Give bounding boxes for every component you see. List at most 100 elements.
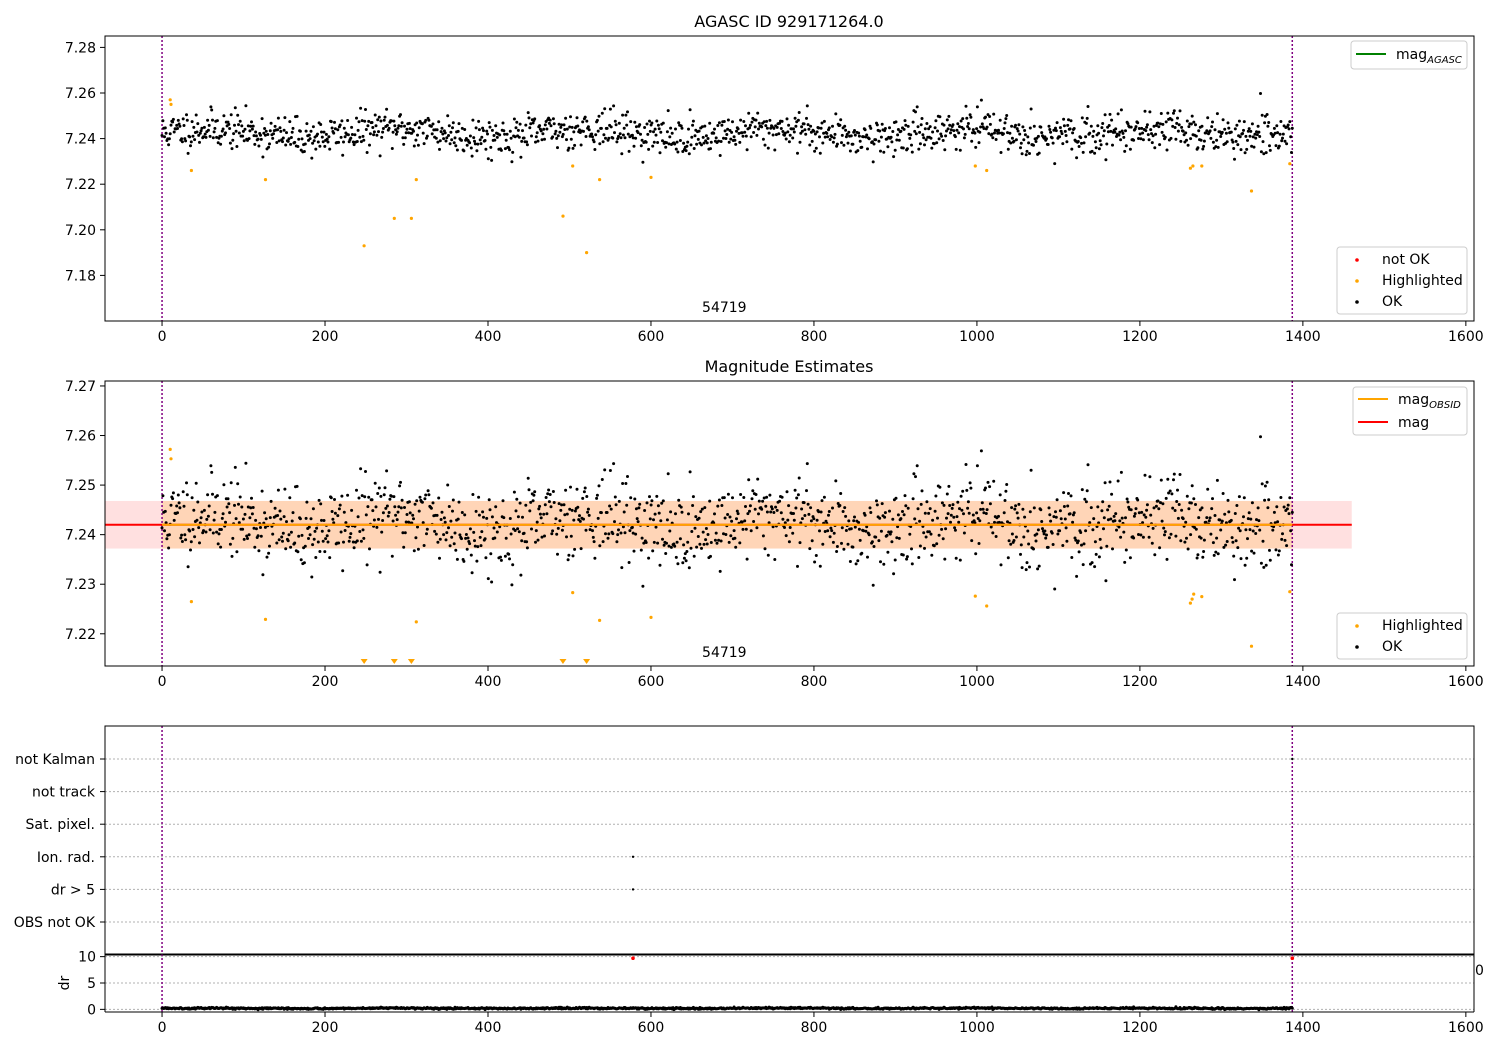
ok-point [1020,566,1024,570]
ok-point [573,143,577,147]
ok-point [775,125,779,129]
ok-point [638,502,642,506]
ok-point [451,509,454,513]
ok-point [1113,519,1117,523]
ok-point [1027,141,1031,145]
ok-point [908,532,912,536]
ok-point [279,517,283,521]
ok-point [431,122,435,126]
ok-point [307,525,311,529]
ok-point [641,584,645,588]
ok-point [1223,127,1227,131]
ok-point [486,577,490,581]
ok-point [1210,507,1214,511]
mag-agasc-legend-subscript: AGASC [1426,55,1462,66]
ok-legend-marker-2 [1355,645,1359,649]
ok-point [342,540,345,544]
ok-point [919,502,923,506]
ok-point [326,540,330,544]
ok-point [464,536,468,540]
highlighted-point [189,600,193,604]
ok-point [841,510,845,513]
ok-point [502,516,506,520]
ok-point [286,139,290,143]
ok-point [533,490,537,494]
ok-point [791,531,795,535]
ok-point [1093,140,1097,144]
ok-point [455,557,459,561]
ok-point [576,505,580,509]
ok-point [169,503,173,507]
x-tick-label: 200 [312,674,339,690]
ok-point [207,504,211,508]
ok-point [1062,491,1066,495]
ok-point [219,134,223,138]
ok-point [404,520,408,524]
ok-point [268,129,272,133]
ok-point [578,514,581,518]
ok-point [473,142,477,146]
ok-point [882,150,886,154]
ok-point [1036,567,1040,571]
ok-point [629,496,633,500]
ok-point [999,151,1003,154]
x-tick-label: 400 [475,1020,502,1036]
ok-point [233,106,237,110]
ok-point [943,148,947,152]
ok-point [797,476,801,480]
ok-point [359,106,363,110]
ok-point [627,561,631,564]
ok-point [874,138,878,142]
ok-point [181,490,185,494]
ok-point [867,137,871,141]
ok-point [416,143,420,147]
ok-point [1107,124,1111,127]
ok-point [588,528,592,532]
ok-point [904,504,908,508]
ok-point [403,136,407,140]
ok-point [872,142,876,146]
ok-point [586,510,590,514]
ok-point [921,133,925,137]
ok-point [879,529,883,533]
agasc-line-legend-frame [1350,40,1468,70]
ok-point [548,493,552,496]
ok-point [1243,151,1247,155]
ok-point [1273,521,1277,525]
ok-point [385,504,389,508]
ok-point [738,541,742,545]
ok-point [1124,144,1128,148]
ok-point [591,135,594,139]
ok-point [935,141,939,145]
ok-point [1177,503,1181,506]
ok-point [229,481,233,485]
ok-point [772,126,776,130]
ok-point [237,502,240,506]
ok-point [761,534,765,538]
ok-point [469,146,473,150]
ok-point [387,511,391,514]
ok-point [857,521,861,524]
ok-point [364,108,367,111]
ok-point [826,135,830,139]
ok-point [1159,501,1162,505]
ok-point [1255,133,1259,137]
ok-point [748,504,752,508]
ok-point [266,133,270,136]
ok-point [944,134,948,138]
ok-point [1242,120,1246,124]
ok-point [648,517,652,521]
ok-point [241,129,245,133]
ok-point [569,534,573,538]
flag-category-label: OBS not OK [14,915,96,931]
ok-point [256,137,260,141]
ok-point [313,529,317,533]
ok-point [290,519,294,523]
ok-point [693,134,697,138]
ok-point [949,128,953,132]
ok-point [1210,125,1214,129]
ok-point [180,140,184,144]
ok-point [514,126,518,130]
ok-point [690,135,694,139]
